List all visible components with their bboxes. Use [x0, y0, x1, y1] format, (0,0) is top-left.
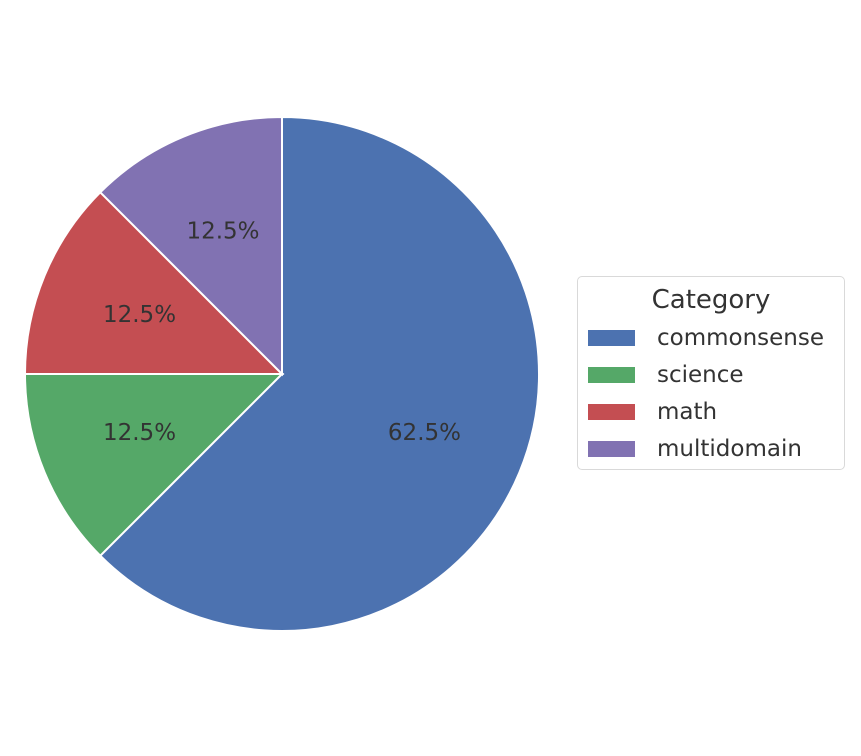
pie-slice-math [23, 190, 285, 375]
pie-labels: 62.5% 12.5% 12.5% 12.5% [103, 219, 461, 446]
legend-swatch-math [588, 404, 635, 420]
legend-label-science: science [657, 362, 744, 388]
legend-item-science: science [588, 360, 744, 390]
pie-slice-science [23, 373, 285, 558]
pie-label-multidomain: 12.5% [186, 219, 259, 245]
legend-label-commonsense: commonsense [657, 325, 825, 351]
pie-label-commonsense: 62.5% [388, 420, 461, 446]
pie-label-science: 12.5% [103, 420, 176, 446]
pie-label-math: 12.5% [103, 302, 176, 328]
pie-slice-commonsense [98, 115, 540, 632]
legend-swatch-multidomain [588, 441, 635, 457]
legend-title: Category [651, 285, 771, 315]
legend-swatch-commonsense [588, 330, 635, 346]
pie-slice-multidomain [98, 115, 283, 377]
legend-swatch-science [588, 367, 635, 383]
legend-item-commonsense: commonsense [588, 323, 824, 353]
legend: Category commonsense science math multid… [577, 276, 845, 470]
pie-slices [23, 115, 540, 632]
legend-label-math: math [657, 399, 718, 425]
legend-item-multidomain: multidomain [588, 434, 802, 464]
legend-item-math: math [588, 397, 717, 427]
legend-label-multidomain: multidomain [657, 436, 802, 462]
